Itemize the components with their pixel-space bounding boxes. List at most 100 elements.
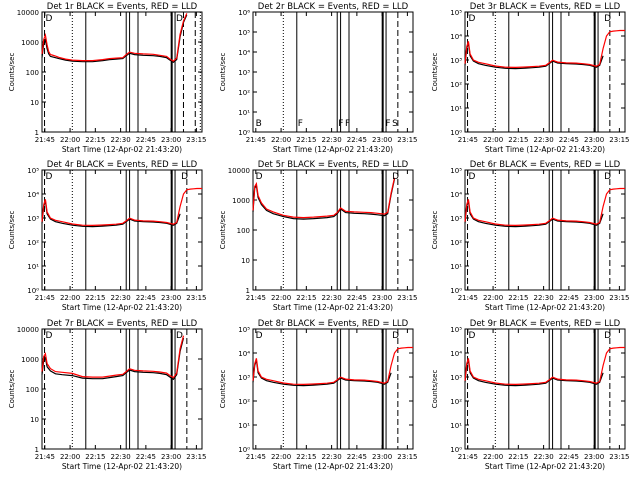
y-tick-label-2-5: 10⁵: [238, 29, 250, 37]
x-tick-label-3-1: 22:00: [483, 136, 503, 144]
series-line-9-0: [464, 360, 604, 387]
y-tick-label-7-4: 10000: [17, 326, 39, 334]
y-tick-label-4-5: 10⁵: [27, 167, 39, 175]
series-line-5-1: [252, 177, 396, 219]
chart-title-7: Det 7r BLACK = Events, RED = LLD: [47, 319, 198, 329]
x-tick-label-1-4: 22:45: [136, 136, 156, 144]
chart-title-8: Det 8r BLACK = Events, RED = LLD: [258, 319, 409, 329]
y-axis-label-4: Counts/sec: [8, 211, 16, 250]
plot-frame-2: [252, 11, 414, 133]
y-tick-label-2-6: 10⁶: [238, 9, 250, 17]
y-tick-label-7-2: 100: [26, 386, 39, 394]
series-line-4-1: [41, 187, 202, 227]
x-tick-label-7-5: 23:00: [161, 453, 181, 461]
y-tick-label-5-2: 100: [237, 227, 250, 235]
x-tick-label-7-1: 22:00: [60, 453, 80, 461]
x-tick-label-9-6: 23:15: [609, 453, 629, 461]
chart-title-4: Det 4r BLACK = Events, RED = LLD: [47, 160, 198, 170]
y-tick-label-3-4: 10⁴: [450, 33, 462, 41]
y-tick-label-7-1: 10: [30, 416, 39, 424]
series-line-6-1: [464, 187, 625, 227]
event-marker-2-3: F: [345, 119, 350, 129]
y-tick-label-9-0: 10⁰: [450, 446, 462, 454]
x-tick-label-4-3: 22:30: [111, 294, 131, 302]
y-tick-label-3-2: 10²: [450, 81, 462, 89]
x-tick-label-4-5: 23:00: [161, 294, 181, 302]
y-tick-label-6-4: 10⁴: [450, 191, 462, 199]
y-tick-label-1-3: 1000: [21, 39, 39, 47]
y-tick-label-4-1: 10¹: [27, 263, 39, 271]
x-tick-label-1-0: 21:45: [35, 136, 55, 144]
y-axis-label-6: Counts/sec: [431, 211, 439, 250]
y-tick-label-2-1: 10¹: [238, 109, 250, 117]
event-marker-7-0: D: [46, 331, 53, 341]
x-tick-label-6-2: 22:15: [508, 294, 528, 302]
x-axis-label-8: Start Time (12-Apr-02 21:43:20): [273, 462, 393, 471]
event-marker-5-0: D: [256, 172, 263, 182]
y-tick-label-2-0: 10⁰: [238, 129, 250, 137]
y-axis-label-3: Counts/sec: [431, 53, 439, 92]
x-tick-label-1-3: 22:30: [111, 136, 131, 144]
x-tick-label-8-1: 22:00: [271, 453, 291, 461]
x-tick-label-3-0: 21:45: [458, 136, 478, 144]
y-tick-label-6-1: 10¹: [450, 263, 462, 271]
x-tick-label-9-4: 22:45: [559, 453, 579, 461]
x-axis-label-2: Start Time (12-Apr-02 21:43:20): [273, 145, 393, 154]
y-tick-label-3-3: 10³: [450, 57, 462, 65]
y-tick-label-1-0: 1: [35, 129, 39, 137]
x-tick-label-8-3: 22:30: [322, 453, 342, 461]
x-axis-label-3: Start Time (12-Apr-02 21:43:20): [485, 145, 605, 154]
y-axis-label-2: Counts/sec: [219, 53, 227, 92]
x-tick-label-3-3: 22:30: [534, 136, 554, 144]
y-tick-label-7-0: 1: [35, 446, 39, 454]
y-tick-label-8-2: 10²: [238, 398, 250, 406]
y-axis-label-9: Counts/sec: [431, 370, 439, 409]
chart-title-5: Det 5r BLACK = Events, RED = LLD: [258, 160, 409, 170]
event-marker-1-1: D: [176, 14, 183, 24]
x-tick-label-4-4: 22:45: [136, 294, 156, 302]
event-marker-5-1: D: [392, 172, 399, 182]
x-tick-label-2-1: 22:00: [271, 136, 291, 144]
event-marker-2-2: F: [338, 119, 343, 129]
y-tick-label-6-5: 10⁵: [450, 167, 462, 175]
plot-frame-1: [41, 11, 203, 133]
x-axis-label-7: Start Time (12-Apr-02 21:43:20): [62, 462, 182, 471]
x-tick-label-9-2: 22:15: [508, 453, 528, 461]
chart-title-1: Det 1r BLACK = Events, RED = LLD: [47, 2, 198, 12]
y-tick-label-2-2: 10²: [238, 89, 250, 97]
x-tick-label-8-4: 22:45: [347, 453, 367, 461]
x-tick-label-9-0: 21:45: [458, 453, 478, 461]
x-tick-label-7-0: 21:45: [35, 453, 55, 461]
y-tick-label-8-3: 10³: [238, 374, 250, 382]
y-tick-label-2-3: 10³: [238, 69, 250, 77]
x-tick-label-8-0: 21:45: [246, 453, 266, 461]
x-tick-label-9-5: 23:00: [584, 453, 604, 461]
x-tick-label-5-2: 22:15: [296, 294, 316, 302]
x-tick-label-7-4: 22:45: [136, 453, 156, 461]
x-tick-label-1-1: 22:00: [60, 136, 80, 144]
x-tick-label-2-3: 22:30: [322, 136, 342, 144]
y-tick-label-8-0: 10⁰: [238, 446, 250, 454]
x-tick-label-1-2: 22:15: [85, 136, 105, 144]
y-tick-label-3-0: 10⁰: [450, 129, 462, 137]
chart-title-2: Det 2r BLACK = Events, RED = LLD: [258, 2, 409, 12]
y-tick-label-9-5: 10⁵: [450, 326, 462, 334]
x-tick-label-6-6: 23:15: [609, 294, 629, 302]
y-tick-label-5-1: 10: [241, 257, 250, 265]
x-tick-label-2-6: 23:15: [397, 136, 417, 144]
y-tick-label-2-4: 10⁴: [238, 49, 250, 57]
x-tick-label-9-1: 22:00: [483, 453, 503, 461]
x-axis-label-6: Start Time (12-Apr-02 21:43:20): [485, 303, 605, 312]
event-marker-4-1: D: [181, 172, 188, 182]
event-marker-2-0: B: [256, 119, 262, 129]
series-line-7-0: [41, 337, 185, 381]
event-marker-8-0: D: [256, 331, 263, 341]
event-marker-6-0: D: [469, 172, 476, 182]
x-tick-label-8-6: 23:15: [397, 453, 417, 461]
event-marker-9-1: D: [604, 331, 611, 341]
y-tick-label-8-5: 10⁵: [238, 326, 250, 334]
x-tick-label-8-2: 22:15: [296, 453, 316, 461]
x-tick-label-7-3: 22:30: [111, 453, 131, 461]
x-axis-label-9: Start Time (12-Apr-02 21:43:20): [485, 462, 605, 471]
